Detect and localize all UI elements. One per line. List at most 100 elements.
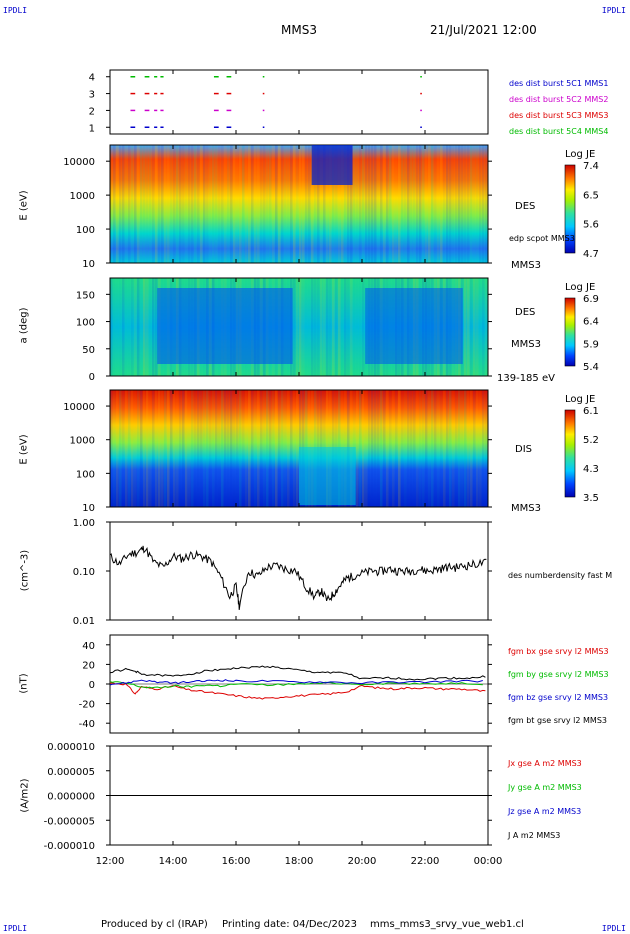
spectrogram-streak (395, 145, 398, 263)
spectrogram-streak (293, 145, 296, 263)
spectrogram-streak (137, 278, 140, 376)
spectrogram-streak (131, 145, 134, 263)
spectrogram-streak (476, 390, 479, 507)
spectrogram-streak (317, 278, 320, 376)
spectrogram-streak (449, 390, 452, 507)
spectrogram-streak (443, 145, 446, 263)
xtick-label: 14:00 (159, 856, 188, 867)
spectrogram-streak (146, 278, 149, 376)
spectrogram-streak (323, 145, 326, 263)
spectrogram-streak (470, 145, 473, 263)
ytick-label: 10000 (63, 402, 95, 413)
spectrogram-streak (482, 145, 485, 263)
spectrogram-streak (236, 145, 239, 263)
spectrogram-streak (149, 278, 152, 376)
spectrogram-streak (191, 145, 194, 263)
spectrogram-streak (254, 145, 257, 263)
spectrogram-streak (368, 145, 371, 263)
spectrogram-streak (404, 390, 407, 507)
spectrogram-streak (176, 390, 179, 507)
spectrogram-streak (116, 145, 119, 263)
spectrogram-streak (113, 145, 116, 263)
colorbar-tick-label: 7.4 (583, 161, 599, 172)
spectrogram-streak (296, 278, 299, 376)
spectrogram-streak (197, 145, 200, 263)
spectrogram-streak (122, 390, 125, 507)
spectrogram-streak (440, 145, 443, 263)
spectrogram-streak (224, 390, 227, 507)
spectrogram-streak (128, 145, 131, 263)
ytick-label: 0 (89, 680, 95, 691)
spectrogram-streak (434, 145, 437, 263)
legend-burst-3: des dist burst 5C3 MMS3 (509, 111, 608, 120)
spectrogram-streak (320, 145, 323, 263)
spectrogram-streak (122, 145, 125, 263)
spectrogram-streak (260, 390, 263, 507)
legend-burst-2: des dist burst 5C2 MMS2 (509, 95, 608, 104)
spectrogram-streak (362, 278, 365, 376)
spectrogram-streak (113, 390, 116, 507)
ytick-label: 50 (82, 345, 95, 356)
spectrogram-streak (140, 145, 143, 263)
spectrogram-streak (461, 390, 464, 507)
spectrogram-streak (308, 278, 311, 376)
spectrogram-streak (152, 278, 155, 376)
spectrogram-streak (266, 390, 269, 507)
spectrogram-streak (167, 145, 170, 263)
spectrogram-streak (302, 278, 305, 376)
spectrogram-streak (119, 145, 122, 263)
spectrogram-streak (401, 390, 404, 507)
spectrogram-streak (413, 145, 416, 263)
spectrogram-streak (113, 278, 116, 376)
spectrogram-streak (137, 390, 140, 507)
spectrogram-streak (479, 278, 482, 376)
colorbar-tick-label: 4.7 (583, 249, 599, 260)
spectrogram-streak (446, 145, 449, 263)
spectrogram-streak (236, 390, 239, 507)
side-label: 139-185 eV (497, 373, 555, 384)
ytick-label: 1 (89, 123, 95, 134)
spectrogram-streak (242, 390, 245, 507)
spectrogram-streak (287, 145, 290, 263)
ytick-label: 10 (82, 503, 95, 514)
spectrogram-streak (221, 390, 224, 507)
xtick-label: 22:00 (411, 856, 440, 867)
spectrogram-streak (140, 278, 143, 376)
spectrogram-streak (470, 278, 473, 376)
spectrogram-streak (176, 145, 179, 263)
spectrogram-streak (209, 145, 212, 263)
spectrogram-streak (356, 390, 359, 507)
colorbar (564, 297, 576, 367)
spectrogram-streak (332, 278, 335, 376)
spectrogram-streak (431, 145, 434, 263)
spectrogram-streak (182, 390, 185, 507)
spectrogram-streak (398, 390, 401, 507)
spacecraft-title: MMS3 (281, 23, 317, 37)
colorbar-title: Log JE (565, 149, 595, 160)
spectrogram-streak (425, 390, 428, 507)
spectrogram-streak (362, 390, 365, 507)
spectrogram-streak (383, 390, 386, 507)
spectrogram-streak (452, 390, 455, 507)
spectrogram-streak (326, 278, 329, 376)
datetime-title: 21/Jul/2021 12:00 (430, 23, 537, 37)
spectrogram-streak (338, 278, 341, 376)
legend-burst-1: des dist burst 5C1 MMS1 (509, 79, 608, 88)
spectrogram-streak (182, 145, 185, 263)
spectrogram-streak (347, 278, 350, 376)
spectrogram-streak (134, 390, 137, 507)
spectrogram-streak (155, 145, 158, 263)
legend-bfield-0: fgm bx gse srvy l2 MMS3 (508, 647, 609, 656)
spectrogram-streak (398, 145, 401, 263)
spectrogram-streak (161, 145, 164, 263)
spectrogram-streak (257, 145, 260, 263)
spectrogram-streak (464, 145, 467, 263)
spectrogram-streak (422, 390, 425, 507)
density-line (109, 545, 487, 610)
spectrogram-streak (332, 145, 335, 263)
ytick-label: 150 (76, 290, 95, 301)
spectrogram-streak (290, 145, 293, 263)
side-label: MMS3 (511, 260, 541, 271)
spectrogram-streak (221, 145, 224, 263)
